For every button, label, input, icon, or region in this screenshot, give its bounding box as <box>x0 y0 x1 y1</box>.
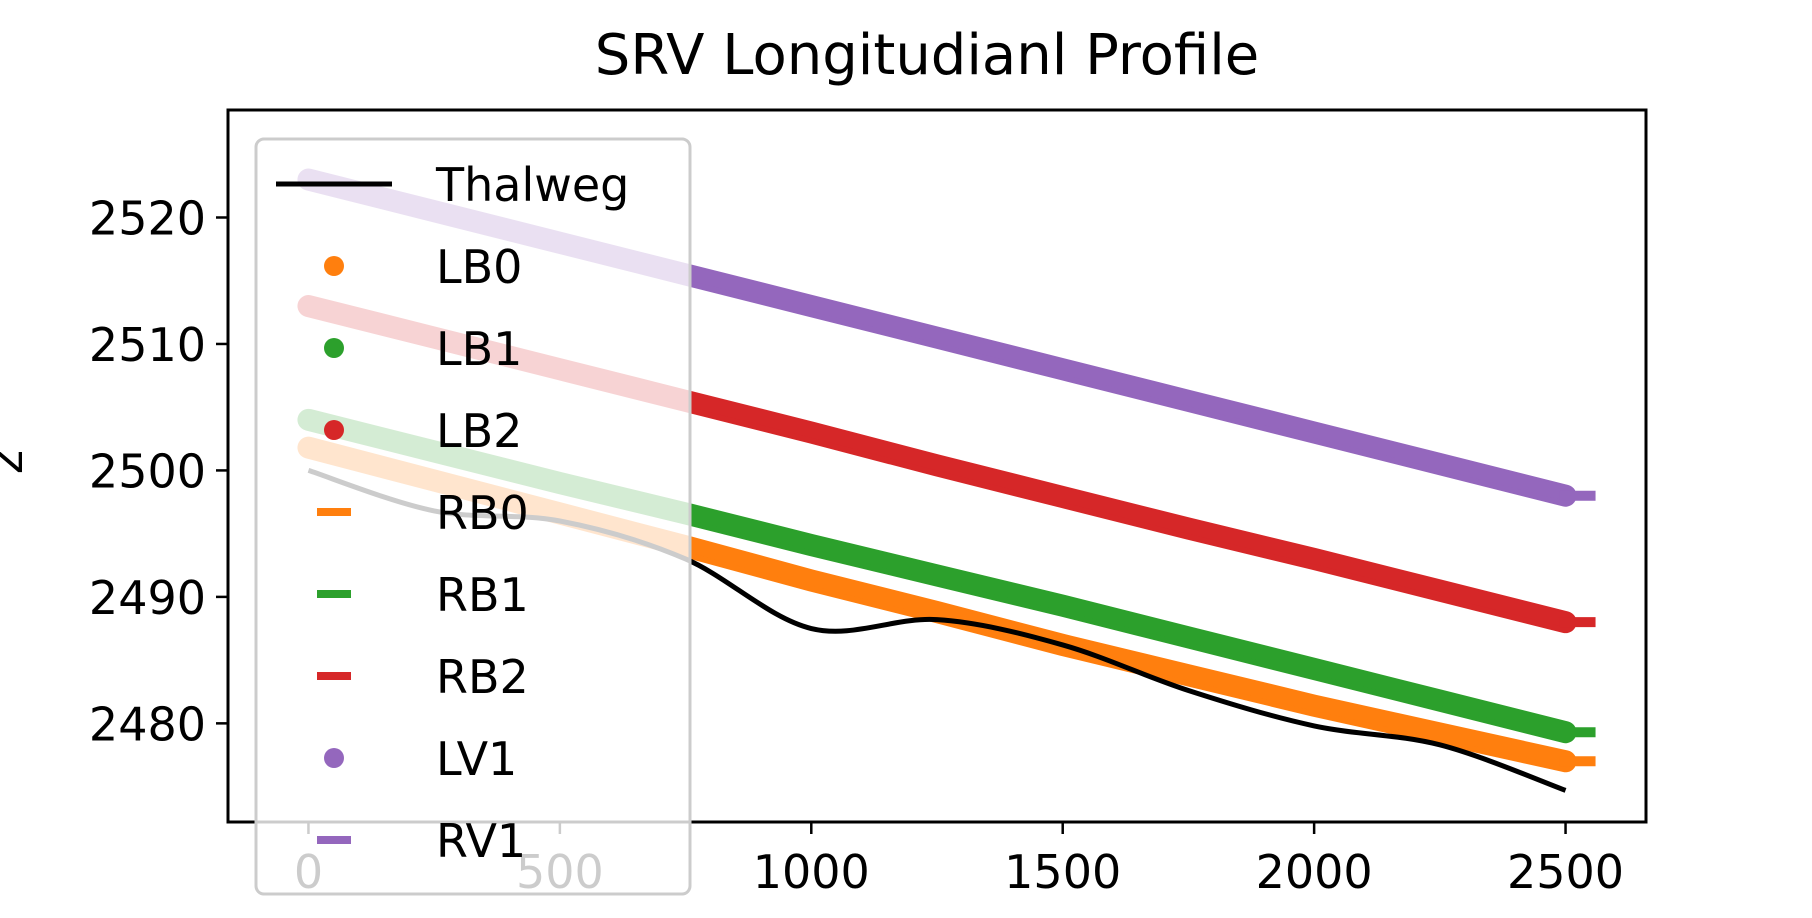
legend-label-thalweg: Thalweg <box>435 158 629 212</box>
y-tick-label-2520: 2520 <box>89 191 206 245</box>
legend-label-lb2: LB2 <box>436 404 522 458</box>
y-tick-label-2500: 2500 <box>89 444 206 498</box>
x-tick-label-2500: 2500 <box>1507 845 1624 899</box>
x-tick-label-1000: 1000 <box>753 845 870 899</box>
y-axis-label: z <box>0 450 33 474</box>
y-tick-label-2480: 2480 <box>89 697 206 751</box>
legend-label-lb0: LB0 <box>436 240 522 294</box>
legend-label-rb0: RB0 <box>436 486 529 540</box>
legend-label-rv1: RV1 <box>436 814 526 868</box>
x-tick-label-2000: 2000 <box>1256 845 1373 899</box>
legend-box <box>254 137 692 896</box>
legend-label-lv1: LV1 <box>436 732 517 786</box>
legend: Thalweg LB0 LB1 LB2 RB0 RB1 RB2 LV1 RV1 <box>254 137 692 896</box>
legend-swatch-lb0 <box>324 256 344 276</box>
x-tick-label-1500: 1500 <box>1004 845 1121 899</box>
y-tick-label-2510: 2510 <box>89 318 206 372</box>
legend-label-lb1: LB1 <box>436 322 522 376</box>
chart-title: SRV Longitudianl Profile <box>595 23 1259 88</box>
legend-swatch-lb2 <box>324 420 344 440</box>
legend-label-rb1: RB1 <box>436 568 529 622</box>
legend-swatch-lv1 <box>324 748 344 768</box>
y-tick-label-2490: 2490 <box>89 571 206 625</box>
plot-frame <box>226 108 1648 824</box>
legend-swatch-lb1 <box>324 338 344 358</box>
legend-label-rb2: RB2 <box>436 650 529 704</box>
